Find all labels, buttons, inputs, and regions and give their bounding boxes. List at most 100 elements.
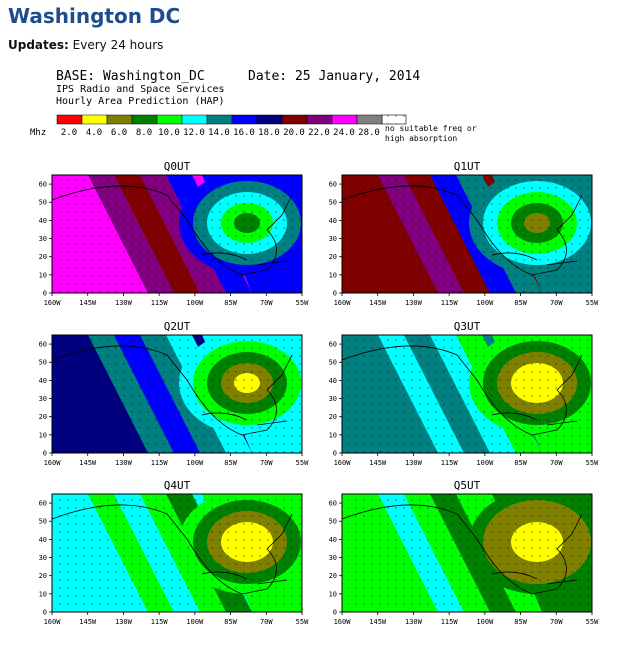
x-tick-label: 55W <box>296 459 309 467</box>
legend-swatch <box>281 114 308 125</box>
y-tick-label: 30 <box>329 235 337 243</box>
y-tick-label: 60 <box>39 181 47 189</box>
legend-swatch <box>181 114 208 125</box>
x-tick-label: 115W <box>151 618 169 626</box>
y-tick-label: 10 <box>329 431 337 439</box>
y-tick-label: 0 <box>333 290 337 298</box>
y-tick-label: 50 <box>329 518 337 526</box>
updates-value: Every 24 hours <box>72 38 164 52</box>
x-tick-label: 70W <box>550 618 563 626</box>
grid-dots <box>52 175 302 293</box>
panel-frame <box>51 493 303 613</box>
x-tick-label: 70W <box>550 459 563 467</box>
y-tick-label: 60 <box>329 500 337 508</box>
y-tick-label: 30 <box>39 554 47 562</box>
hap-panel: Q2UT 0 10 20 30 40 50 60 160W 145W 130W 115W 100W 85W… <box>39 320 310 467</box>
x-tick-label: 100W <box>186 299 204 307</box>
grid-dots <box>52 335 302 453</box>
x-tick-label: 55W <box>586 459 599 467</box>
x-tick-label: 115W <box>441 299 459 307</box>
x-tick-label: 70W <box>550 299 563 307</box>
x-tick-label: 130W <box>405 618 423 626</box>
frequency-field <box>342 175 592 293</box>
x-tick-label: 85W <box>224 299 237 307</box>
x-tick-label: 70W <box>260 299 273 307</box>
grid-dots <box>342 335 592 453</box>
x-tick-label: 130W <box>115 618 133 626</box>
y-tick-label: 0 <box>43 450 47 458</box>
grid-dots <box>342 494 592 612</box>
legend-value: 18.0 <box>258 128 280 138</box>
x-tick-label: 130W <box>115 459 133 467</box>
x-tick-label: 115W <box>441 618 459 626</box>
y-tick-label: 40 <box>39 536 47 544</box>
x-tick-label: 145W <box>79 459 97 467</box>
x-tick-label: 160W <box>44 299 62 307</box>
y-tick-label: 60 <box>39 500 47 508</box>
y-tick-label: 50 <box>39 199 47 207</box>
x-tick-label: 100W <box>476 459 494 467</box>
y-tick-label: 50 <box>329 199 337 207</box>
y-tick-label: 20 <box>39 253 47 261</box>
y-tick-label: 50 <box>39 359 47 367</box>
frequency-field <box>342 494 592 612</box>
y-tick-label: 60 <box>329 341 337 349</box>
legend-no-freq-line1: no suitable freq or <box>385 124 477 133</box>
panel-title: Q4UT <box>164 479 191 492</box>
figure-product: Hourly Area Prediction (HAP) <box>56 96 225 107</box>
x-tick-label: 145W <box>369 618 387 626</box>
x-tick-label: 85W <box>224 459 237 467</box>
x-tick-label: 160W <box>334 459 352 467</box>
legend-swatch <box>306 114 333 125</box>
panel-frame <box>341 493 593 613</box>
figure-org: IPS Radio and Space Services <box>56 84 225 95</box>
legend-unit: Mhz <box>30 128 46 138</box>
figure-base: BASE: Washington_DC <box>56 69 205 84</box>
x-tick-label: 100W <box>186 618 204 626</box>
panel-title: Q0UT <box>164 160 191 173</box>
y-tick-label: 50 <box>39 518 47 526</box>
legend-swatch <box>56 114 83 125</box>
frequency-field <box>52 175 302 293</box>
x-tick-label: 85W <box>514 459 527 467</box>
updates-label: Updates: <box>8 38 69 52</box>
legend-swatch <box>256 114 283 125</box>
hap-panel: Q0UT 0 10 20 30 40 50 60 160W 145W 130W 115W 100W 85W… <box>39 160 310 307</box>
legend-value: 22.0 <box>308 128 330 138</box>
y-tick-label: 20 <box>329 253 337 261</box>
page-title: Washington DC <box>8 4 181 28</box>
y-tick-label: 30 <box>329 554 337 562</box>
hap-panel: Q4UT 0 10 20 30 40 50 60 160W 145W 130W 115W 100W 85W… <box>39 479 310 626</box>
legend-swatch <box>356 114 383 125</box>
legend-value: 2.0 <box>61 128 77 138</box>
y-tick-label: 10 <box>39 271 47 279</box>
y-tick-label: 10 <box>39 431 47 439</box>
frequency-field <box>52 335 302 453</box>
x-tick-label: 100W <box>476 299 494 307</box>
y-tick-label: 60 <box>39 341 47 349</box>
x-tick-label: 115W <box>441 459 459 467</box>
legend-value: 24.0 <box>333 128 355 138</box>
x-tick-label: 115W <box>151 459 169 467</box>
x-tick-label: 130W <box>115 299 133 307</box>
x-tick-label: 55W <box>296 618 309 626</box>
y-tick-label: 20 <box>39 413 47 421</box>
x-tick-label: 130W <box>405 299 423 307</box>
panel-frame <box>51 174 303 294</box>
y-tick-label: 0 <box>333 450 337 458</box>
y-tick-label: 20 <box>39 572 47 580</box>
panel-title: Q1UT <box>454 160 481 173</box>
legend-value: 20.0 <box>283 128 305 138</box>
panel-frame <box>341 174 593 294</box>
frequency-field <box>52 494 302 612</box>
x-tick-label: 100W <box>186 459 204 467</box>
legend-value: 28.0 <box>358 128 380 138</box>
y-tick-label: 0 <box>43 609 47 617</box>
grid-dots <box>342 175 592 293</box>
x-tick-label: 85W <box>514 618 527 626</box>
x-tick-label: 85W <box>514 299 527 307</box>
x-tick-label: 160W <box>334 618 352 626</box>
legend-value: 10.0 <box>158 128 180 138</box>
legend-swatch <box>231 114 258 125</box>
x-tick-label: 55W <box>296 299 309 307</box>
